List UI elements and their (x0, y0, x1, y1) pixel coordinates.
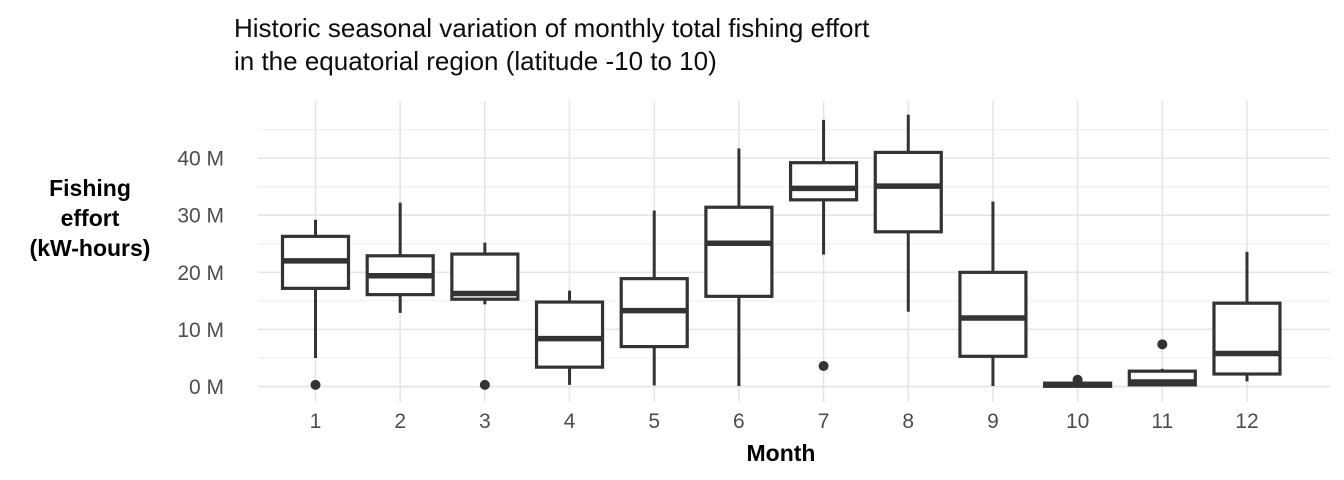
boxplot-month-1 (280, 219, 351, 390)
iqr-box (1212, 301, 1282, 376)
iqr-box (958, 270, 1028, 358)
y-axis-title-line2: effort (60, 205, 120, 231)
y-tick-label: 20 M (177, 262, 224, 285)
iqr-box (534, 300, 605, 369)
boxplot-month-6 (704, 148, 774, 387)
x-tick-label: 10 (1066, 410, 1089, 433)
chart-title-line2: in the equatorial region (latitude -10 t… (234, 46, 717, 76)
x-tick-label: 1 (310, 410, 322, 433)
y-tick-label: 40 M (177, 148, 224, 171)
x-tick-label: 9 (987, 410, 999, 433)
x-tick-label: 8 (902, 410, 914, 433)
x-axis-title: Month (746, 440, 816, 466)
chart-title-line1: Historic seasonal variation of monthly t… (234, 13, 870, 43)
x-tick-label: 2 (394, 410, 406, 433)
boxplot-month-11 (1127, 339, 1197, 387)
boxplot-month-10 (1043, 374, 1113, 388)
y-tick-label: 30 M (177, 205, 224, 228)
y-tick-label: 10 M (177, 319, 224, 342)
outlier-point (1072, 374, 1083, 385)
y-axis-title-line3: (kW-hours) (29, 235, 151, 261)
boxplot-month-12 (1212, 251, 1282, 382)
y-tick-label: 0 M (189, 376, 224, 399)
boxplot-month-8 (873, 114, 943, 312)
boxplot-month-5 (619, 210, 689, 386)
x-tick-label: 3 (479, 410, 491, 433)
outlier-point (310, 379, 321, 390)
y-axis-title-line1: Fishing (49, 175, 131, 201)
iqr-box (788, 161, 859, 202)
iqr-box (873, 150, 943, 234)
boxplot-month-2 (365, 202, 435, 313)
x-tick-label: 12 (1235, 410, 1258, 433)
iqr-box (704, 205, 774, 298)
boxplot-month-3 (450, 242, 520, 390)
x-tick-label: 11 (1151, 410, 1173, 433)
chart-title: Historic seasonal variation of monthly t… (234, 12, 869, 78)
x-tick-label: 6 (733, 410, 745, 433)
outlier-point (1157, 339, 1168, 350)
boxplot-month-9 (958, 201, 1028, 387)
outlier-point (818, 361, 829, 372)
boxplot-month-4 (534, 290, 605, 385)
outlier-point (479, 379, 490, 390)
y-axis-title: Fishing effort (kW-hours) (10, 173, 170, 263)
x-tick-label: 4 (564, 410, 576, 433)
x-tick-label: 7 (818, 410, 830, 433)
x-tick-label: 5 (648, 410, 660, 433)
boxplot-month-7 (788, 119, 859, 372)
